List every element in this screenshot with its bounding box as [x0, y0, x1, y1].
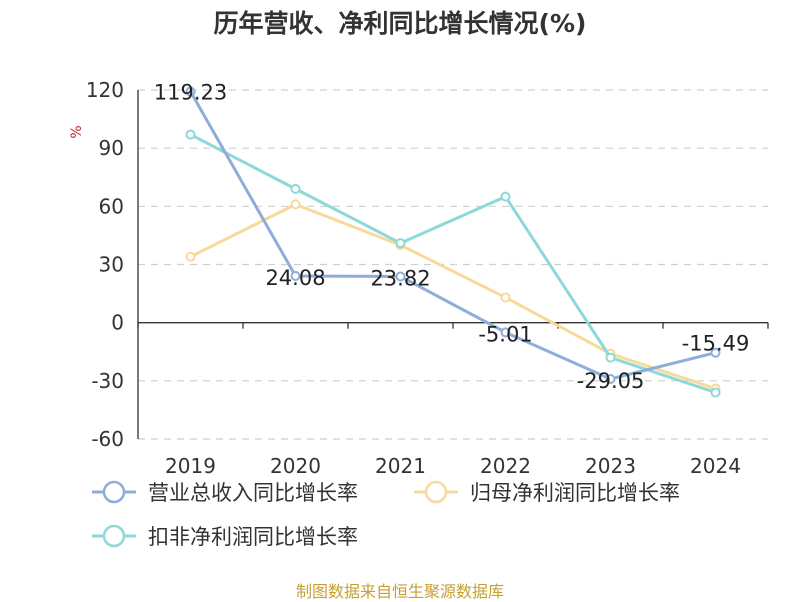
y-axis-unit: % — [69, 125, 85, 138]
data-point[interactable] — [185, 129, 196, 140]
series-line-2 — [189, 133, 716, 394]
x-tick-label: 2024 — [690, 454, 741, 478]
x-tick-label: 2020 — [270, 454, 321, 478]
x-tick-label: 2021 — [375, 454, 426, 478]
axes: 120 90 60 30 0 -30 -60 2019 2020 2021 2022 2023 2024… — [69, 78, 769, 478]
data-point[interactable] — [500, 292, 511, 303]
legend-label: 归母净利润同比增长率 — [470, 481, 680, 505]
series-line-1 — [189, 202, 716, 391]
y-tick-label: -60 — [91, 427, 124, 451]
data-label: -29.05 — [577, 369, 645, 393]
x-tick-label: 2019 — [165, 454, 216, 478]
data-point[interactable] — [185, 86, 196, 97]
y-tick-label: 90 — [99, 136, 124, 160]
data-point[interactable] — [605, 352, 616, 363]
data-point[interactable] — [500, 191, 511, 202]
legend-label: 扣非净利润同比增长率 — [148, 525, 358, 549]
data-point[interactable] — [290, 183, 301, 194]
legend-label: 营业总收入同比增长率 — [148, 481, 358, 505]
series-lines — [185, 86, 721, 398]
y-tick-label: -30 — [91, 369, 124, 393]
data-point[interactable] — [710, 387, 721, 398]
data-label: -5.01 — [478, 322, 532, 346]
legend-item-0[interactable]: 营业总收入同比增长率 — [92, 480, 358, 505]
source-note: 制图数据来自恒生聚源数据库 — [295, 582, 504, 601]
data-point[interactable] — [605, 373, 616, 384]
y-tick-label: 0 — [111, 311, 124, 335]
series-line-0 — [189, 90, 716, 381]
data-point[interactable] — [710, 347, 721, 358]
x-tick-label: 2023 — [585, 454, 636, 478]
legend-swatch-circle — [424, 480, 448, 504]
grid-lines — [138, 89, 768, 440]
legend-item-2[interactable]: 扣非净利润同比增长率 — [92, 524, 358, 549]
x-tick-label: 2022 — [480, 454, 531, 478]
legend-swatch-circle — [102, 524, 126, 548]
data-point[interactable] — [185, 251, 196, 262]
data-point[interactable] — [290, 270, 301, 281]
data-label: -15.49 — [682, 332, 750, 356]
data-labels: 119.23 24.08 23.82 -5.01 -29.05 -15.49 — [154, 80, 750, 392]
data-point[interactable] — [395, 238, 406, 249]
data-label: 119.23 — [154, 80, 227, 104]
data-point[interactable] — [395, 271, 406, 282]
chart-title: 历年营收、净利同比增长情况(%) — [213, 9, 587, 38]
legend-swatch-circle — [102, 480, 126, 504]
data-label: 24.08 — [265, 266, 325, 290]
data-point[interactable] — [290, 199, 301, 210]
y-tick-label: 120 — [86, 78, 124, 102]
legend-item-1[interactable]: 归母净利润同比增长率 — [414, 480, 680, 505]
y-tick-label: 60 — [99, 194, 124, 218]
data-point[interactable] — [500, 327, 511, 338]
y-tick-label: 30 — [99, 253, 124, 277]
data-label: 23.82 — [370, 266, 430, 290]
